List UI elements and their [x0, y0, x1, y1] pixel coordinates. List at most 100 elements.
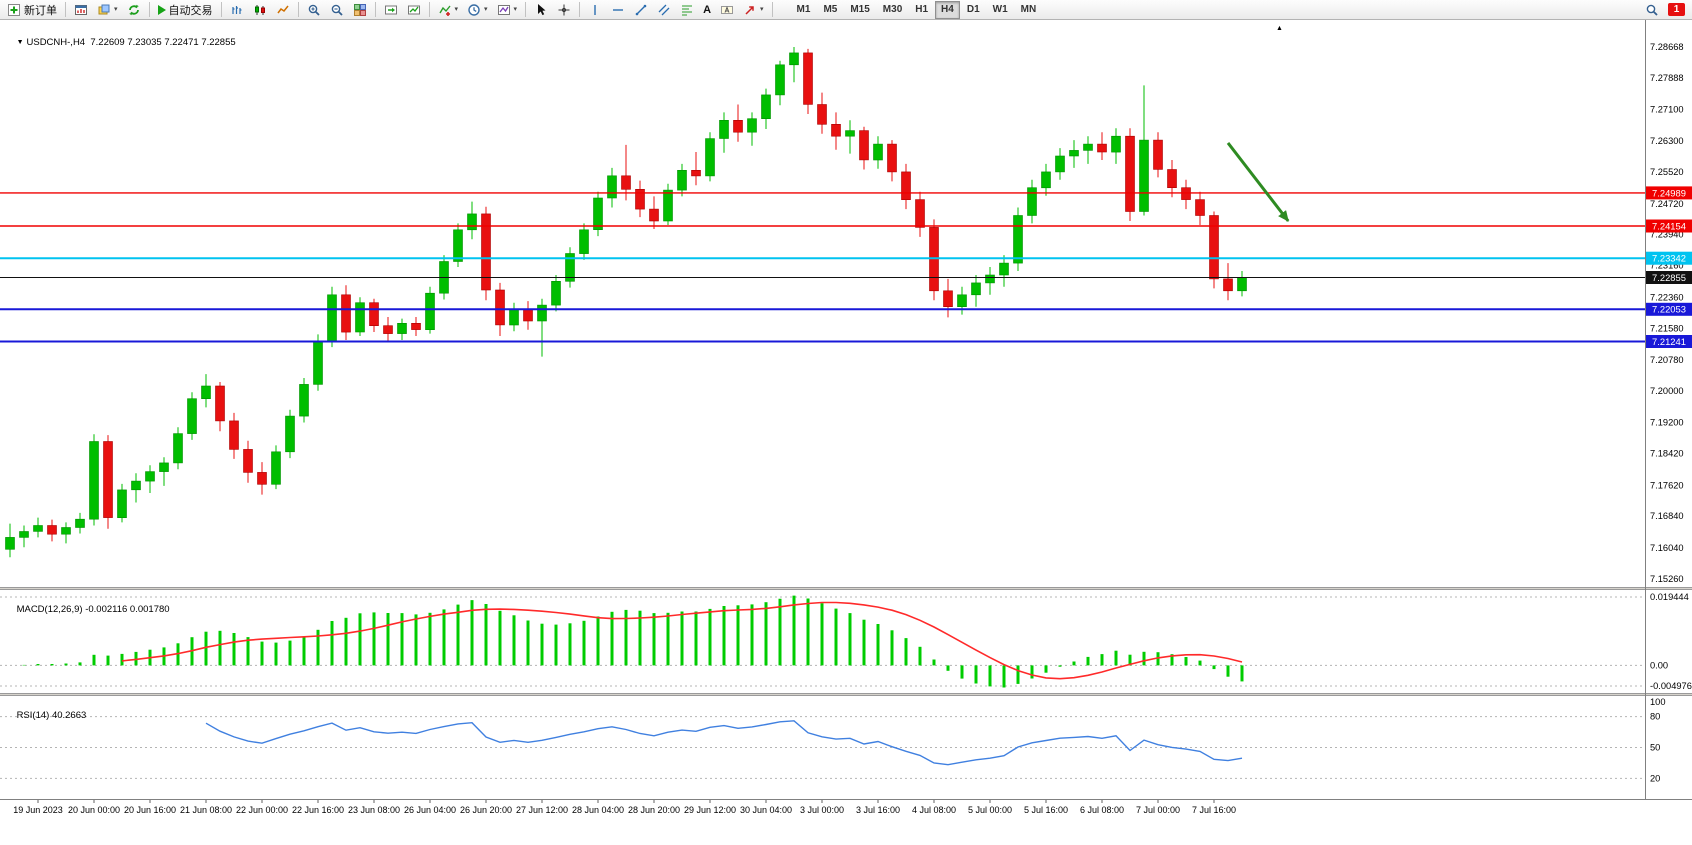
- trendline-icon: [634, 3, 648, 17]
- toolbar-separator: [148, 2, 150, 17]
- crosshair-icon: [557, 3, 571, 17]
- rsi-line: [205, 720, 1243, 766]
- price-badge-7.22053: 7.22053: [1646, 302, 1692, 316]
- search-button[interactable]: [1641, 1, 1663, 19]
- svg-text:7.23160: 7.23160: [1650, 261, 1684, 271]
- cursor-button[interactable]: [530, 1, 552, 19]
- chevron-down-icon: ▾: [454, 6, 459, 13]
- text-label-button[interactable]: [716, 1, 738, 19]
- new-order-button[interactable]: 新订单: [3, 1, 61, 19]
- toolbar-separator: [771, 2, 773, 17]
- timeframe-m5[interactable]: M5: [817, 1, 843, 19]
- svg-text:23 Jun 08:00: 23 Jun 08:00: [348, 805, 400, 815]
- chevron-down-icon: ▾: [760, 6, 764, 13]
- price-badge-7.24154: 7.24154: [1646, 219, 1692, 233]
- bar-chart-button[interactable]: [226, 1, 248, 19]
- svg-text:7.17620: 7.17620: [1650, 480, 1684, 490]
- vertical-line-button[interactable]: [584, 1, 606, 19]
- svg-text:26 Jun 04:00: 26 Jun 04:00: [404, 805, 456, 815]
- line-chart-button[interactable]: [272, 1, 294, 19]
- price-badge-7.24989: 7.24989: [1646, 186, 1692, 200]
- zoom-out-icon: [330, 3, 344, 17]
- channel-button[interactable]: [653, 1, 675, 19]
- svg-text:20 Jun 00:00: 20 Jun 00:00: [68, 805, 120, 815]
- auto-scroll-button[interactable]: [403, 1, 425, 19]
- svg-text:3 Jul 00:00: 3 Jul 00:00: [800, 805, 844, 815]
- timeframe-mn[interactable]: MN: [1015, 1, 1043, 19]
- profiles-button[interactable]: ▾: [93, 1, 122, 19]
- refresh-button[interactable]: [123, 1, 145, 19]
- chart-window-button[interactable]: [70, 1, 92, 19]
- pane-splitter[interactable]: [0, 587, 1692, 590]
- svg-text:7.16040: 7.16040: [1650, 543, 1684, 553]
- macd-axis-zero: 0.00: [1650, 660, 1668, 670]
- rsi-axis-label: 80: [1650, 712, 1660, 722]
- svg-text:7.27888: 7.27888: [1650, 73, 1684, 83]
- svg-text:19 Jun 2023: 19 Jun 2023: [13, 805, 63, 815]
- svg-text:7.20780: 7.20780: [1650, 355, 1684, 365]
- svg-text:7.15260: 7.15260: [1650, 574, 1684, 584]
- timeframe-h4[interactable]: H4: [935, 0, 960, 19]
- horizontal-line-button[interactable]: [607, 1, 629, 19]
- toolbar-separator: [579, 2, 581, 17]
- svg-text:7 Jul 16:00: 7 Jul 16:00: [1192, 805, 1236, 815]
- trendline-button[interactable]: [630, 1, 652, 19]
- svg-text:28 Jun 20:00: 28 Jun 20:00: [628, 805, 680, 815]
- bar-chart-icon: [230, 3, 244, 17]
- zoom-in-button[interactable]: [303, 1, 325, 19]
- pane-splitter[interactable]: [0, 693, 1692, 696]
- svg-text:7.23342: 7.23342: [1652, 253, 1686, 264]
- chevron-down-icon: ▾: [513, 6, 518, 13]
- template-icon: [497, 3, 511, 17]
- timeframe-m1[interactable]: M1: [791, 1, 817, 19]
- svg-text:3 Jul 16:00: 3 Jul 16:00: [856, 805, 900, 815]
- arrows-button[interactable]: ▾: [739, 1, 768, 19]
- toolbar-separator: [220, 2, 222, 17]
- autotrading-button[interactable]: 自动交易: [154, 1, 217, 19]
- candlesticks: [5, 47, 1247, 558]
- text-button[interactable]: A: [699, 1, 715, 19]
- zoom-out-button[interactable]: [326, 1, 348, 19]
- tile-windows-icon: [353, 3, 367, 17]
- notifications-button[interactable]: 1: [1664, 1, 1689, 19]
- horizontal-line-icon: [611, 3, 625, 17]
- chart-canvas[interactable]: 7.28668 7.27888 7.27100 7.26300 7.25520 7.247…: [0, 20, 1692, 845]
- timeframe-h1[interactable]: H1: [909, 1, 934, 19]
- svg-text:7.16840: 7.16840: [1650, 511, 1684, 521]
- annotation-arrow[interactable]: [1226, 141, 1290, 222]
- candlestick-icon: [253, 3, 267, 17]
- tile-windows-button[interactable]: [349, 1, 371, 19]
- timeframe-m30[interactable]: M30: [877, 1, 908, 19]
- chart-shift-button[interactable]: [380, 1, 402, 19]
- svg-text:7.25520: 7.25520: [1650, 167, 1684, 177]
- periods-button[interactable]: ▾: [463, 1, 492, 19]
- crosshair-button[interactable]: [553, 1, 575, 19]
- svg-text:7 Jul 00:00: 7 Jul 00:00: [1136, 805, 1180, 815]
- timeframe-d1[interactable]: D1: [961, 1, 986, 19]
- vertical-line-icon: [588, 3, 602, 17]
- zoom-in-icon: [307, 3, 321, 17]
- indicators-button[interactable]: ▾: [434, 1, 463, 19]
- notification-badge: 1: [1668, 3, 1685, 16]
- templates-button[interactable]: ▾: [493, 1, 522, 19]
- svg-text:7.24989: 7.24989: [1652, 187, 1686, 198]
- svg-text:7.22360: 7.22360: [1650, 292, 1684, 302]
- timeframe-w1[interactable]: W1: [987, 1, 1014, 19]
- svg-text:7.20000: 7.20000: [1650, 386, 1684, 396]
- line-chart-icon: [276, 3, 290, 17]
- timeframe-m15[interactable]: M15: [844, 1, 875, 19]
- macd-axis-max: 0.019444: [1650, 592, 1689, 602]
- scroll-end-marker-icon[interactable]: ▲: [1276, 25, 1283, 32]
- svg-text:28 Jun 04:00: 28 Jun 04:00: [572, 805, 624, 815]
- svg-text:7.19200: 7.19200: [1650, 418, 1684, 428]
- indicators-add-icon: [438, 3, 452, 17]
- svg-text:30 Jun 04:00: 30 Jun 04:00: [740, 805, 792, 815]
- fibonacci-button[interactable]: [676, 1, 698, 19]
- toolbar-separator: [65, 2, 66, 17]
- svg-text:21 Jun 08:00: 21 Jun 08:00: [180, 805, 232, 815]
- current-price-badge: 7.22855: [1646, 271, 1692, 284]
- toolbar-separator: [525, 2, 527, 17]
- time-axis-labels: 19 Jun 2023 20 Jun 00:00 20 Jun 16:00 21 Ju…: [13, 800, 1236, 815]
- candlestick-chart-button[interactable]: [249, 1, 271, 19]
- macd-axis-min: -0.004976: [1650, 681, 1692, 691]
